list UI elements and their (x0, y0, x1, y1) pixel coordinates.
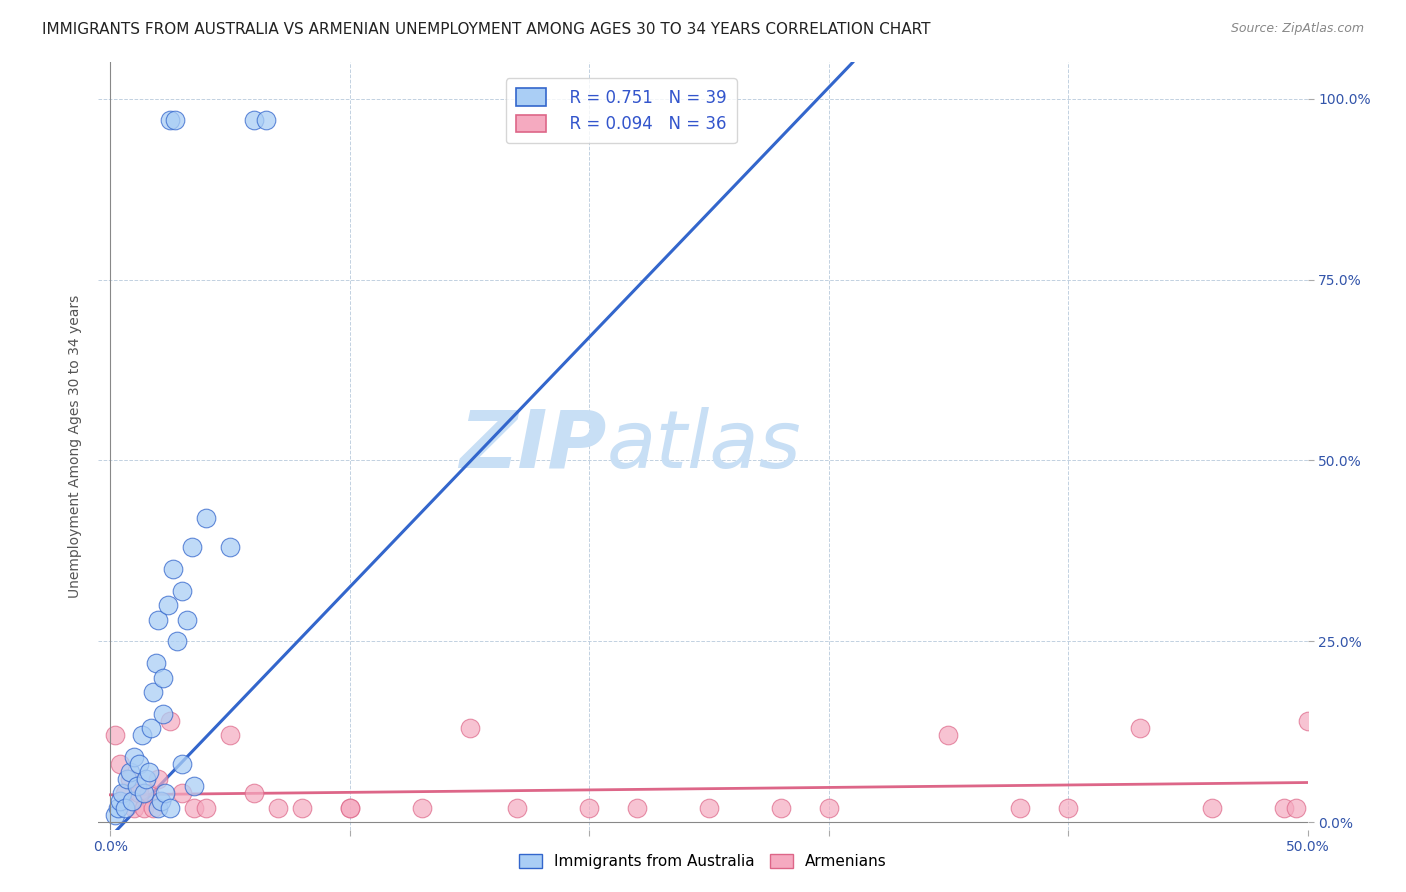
Point (183, 779, 205, 793)
Point (138, 786, 160, 800)
Point (156, 598, 179, 612)
Point (769, 801, 792, 815)
Point (132, 801, 155, 815)
Point (125, 779, 148, 793)
Text: ZIP: ZIP (458, 407, 606, 485)
Point (108, 757, 131, 772)
Point (149, 794, 172, 808)
Point (1129, 721, 1152, 735)
Point (697, 801, 720, 815)
Point (132, 786, 155, 800)
Point (183, 801, 205, 815)
Point (114, 786, 136, 800)
Point (1201, 801, 1223, 815)
Point (139, 721, 162, 735)
Point (506, 801, 529, 815)
Point (104, 729, 127, 743)
Y-axis label: Unemployment Among Ages 30 to 34 years: Unemployment Among Ages 30 to 34 years (69, 294, 83, 598)
Point (152, 671, 174, 685)
Point (148, 801, 170, 815)
Point (135, 772, 157, 786)
Point (1284, 801, 1306, 815)
Point (142, 801, 165, 815)
Point (180, 541, 202, 555)
Point (128, 786, 150, 800)
Point (172, 583, 194, 598)
Point (118, 772, 141, 786)
Point (131, 729, 153, 743)
Point (124, 801, 146, 815)
Point (162, 562, 184, 576)
Point (159, 113, 181, 128)
Point (195, 511, 218, 525)
Text: atlas: atlas (606, 407, 801, 485)
Point (138, 764, 160, 779)
Point (148, 772, 170, 786)
Point (172, 757, 194, 772)
Point (176, 613, 198, 627)
Point (458, 721, 481, 735)
Point (626, 801, 648, 815)
Text: Source: ZipAtlas.com: Source: ZipAtlas.com (1230, 22, 1364, 36)
Point (938, 729, 960, 743)
Point (817, 801, 839, 815)
Point (1272, 801, 1295, 815)
Point (166, 634, 188, 648)
Legend:   R = 0.751   N = 39,   R = 0.094   N = 36: R = 0.751 N = 39, R = 0.094 N = 36 (506, 78, 737, 143)
Point (121, 794, 143, 808)
Point (339, 801, 361, 815)
Point (195, 801, 218, 815)
Point (163, 113, 186, 128)
Point (1296, 714, 1319, 728)
Point (152, 706, 174, 721)
Point (118, 764, 141, 779)
Point (111, 786, 134, 800)
Point (148, 613, 170, 627)
Point (339, 801, 361, 815)
Point (115, 772, 138, 786)
Point (159, 801, 181, 815)
Point (243, 786, 266, 800)
Point (159, 714, 181, 728)
Point (219, 729, 242, 743)
Point (108, 794, 131, 808)
Point (291, 801, 314, 815)
Point (145, 656, 167, 670)
Text: IMMIGRANTS FROM AUSTRALIA VS ARMENIAN UNEMPLOYMENT AMONG AGES 30 TO 34 YEARS COR: IMMIGRANTS FROM AUSTRALIA VS ARMENIAN UN… (42, 22, 931, 37)
Point (172, 786, 194, 800)
Point (1057, 801, 1080, 815)
Point (124, 750, 146, 764)
Point (114, 801, 136, 815)
Legend: Immigrants from Australia, Armenians: Immigrants from Australia, Armenians (513, 848, 893, 875)
Point (411, 801, 433, 815)
Point (155, 786, 177, 800)
Point (243, 113, 266, 128)
Point (128, 757, 150, 772)
Point (267, 801, 290, 815)
Point (219, 541, 242, 555)
Point (254, 113, 277, 128)
Point (142, 685, 165, 699)
Point (578, 801, 600, 815)
Point (1010, 801, 1032, 815)
Point (104, 808, 127, 822)
Point (107, 801, 129, 815)
